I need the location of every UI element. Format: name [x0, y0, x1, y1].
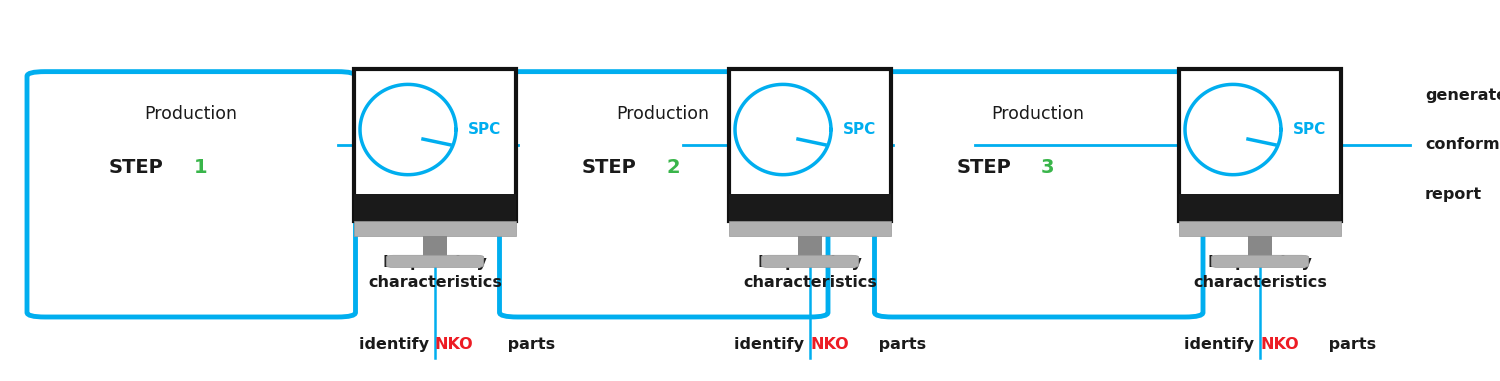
- Text: Production: Production: [616, 105, 710, 123]
- Bar: [1179, 194, 1341, 221]
- Text: SPC: SPC: [468, 122, 501, 137]
- Bar: [798, 236, 822, 257]
- FancyBboxPatch shape: [1212, 255, 1308, 267]
- FancyBboxPatch shape: [729, 221, 891, 236]
- Text: SPC: SPC: [843, 122, 876, 137]
- Text: Inspect key
characteristics: Inspect key characteristics: [1192, 255, 1328, 290]
- Text: Inspect key
characteristics: Inspect key characteristics: [368, 255, 502, 290]
- Text: generate: generate: [1425, 88, 1500, 103]
- Text: STEP: STEP: [582, 158, 636, 177]
- FancyBboxPatch shape: [354, 221, 516, 236]
- FancyBboxPatch shape: [1179, 69, 1341, 221]
- Text: report: report: [1425, 187, 1482, 202]
- Text: parts: parts: [873, 337, 925, 352]
- FancyBboxPatch shape: [874, 72, 1203, 317]
- Text: Inspect key
characteristics: Inspect key characteristics: [742, 255, 878, 290]
- Text: 3: 3: [1041, 158, 1054, 177]
- FancyBboxPatch shape: [386, 255, 483, 267]
- Text: 2: 2: [666, 158, 680, 177]
- Bar: [354, 194, 516, 221]
- Text: NKO: NKO: [810, 337, 849, 352]
- FancyBboxPatch shape: [1179, 221, 1341, 236]
- Text: NKO: NKO: [1260, 337, 1299, 352]
- Text: NKO: NKO: [435, 337, 474, 352]
- Bar: [423, 236, 447, 257]
- Bar: [729, 194, 891, 221]
- Bar: [1248, 236, 1272, 257]
- FancyBboxPatch shape: [762, 255, 858, 267]
- Text: parts: parts: [503, 337, 555, 352]
- Text: 1: 1: [194, 158, 207, 177]
- Text: Production: Production: [144, 105, 237, 123]
- Text: SPC: SPC: [1293, 122, 1326, 137]
- Text: parts: parts: [1323, 337, 1376, 352]
- FancyBboxPatch shape: [354, 69, 516, 221]
- Text: STEP: STEP: [957, 158, 1011, 177]
- FancyBboxPatch shape: [729, 69, 891, 221]
- FancyBboxPatch shape: [500, 72, 828, 317]
- Text: conformance: conformance: [1425, 137, 1500, 152]
- FancyBboxPatch shape: [27, 72, 356, 317]
- Text: identify: identify: [735, 337, 810, 352]
- Text: identify: identify: [1185, 337, 1260, 352]
- Text: Production: Production: [992, 105, 1084, 123]
- Text: identify: identify: [360, 337, 435, 352]
- Text: STEP: STEP: [108, 158, 164, 177]
